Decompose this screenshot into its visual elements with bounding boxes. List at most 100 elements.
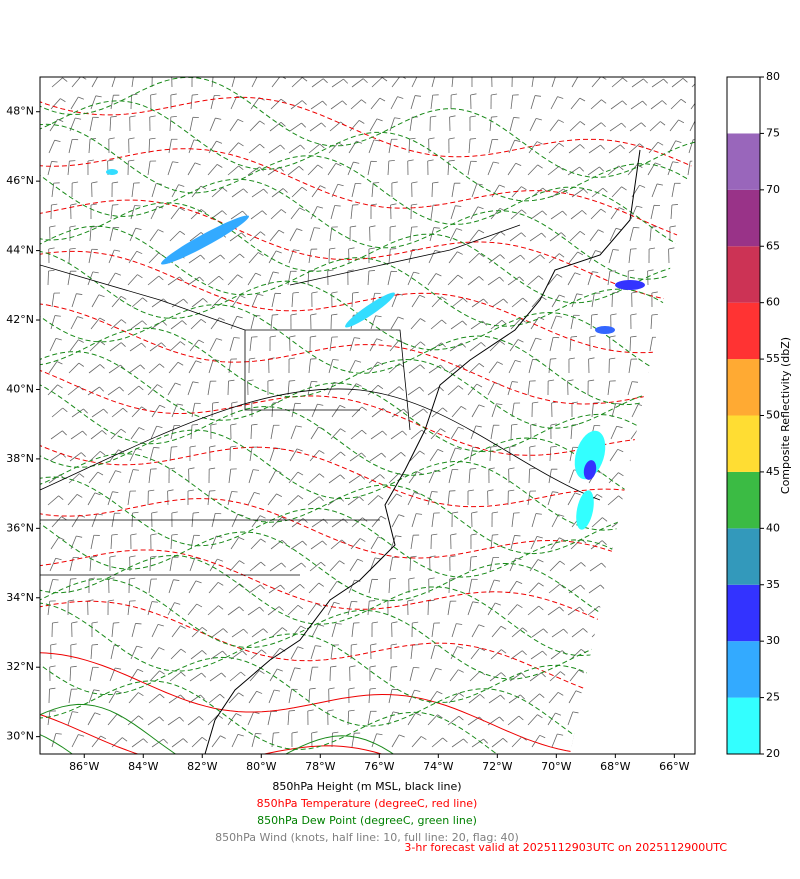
dewpoint-contour: [30, 101, 702, 201]
wind-barb: [308, 604, 316, 615]
wind-barb: [471, 207, 478, 219]
wind-barb: [92, 409, 104, 417]
wind-barb-tick: [164, 739, 168, 743]
wind-barb-tick: [551, 424, 557, 425]
wind-barb-tick: [494, 580, 500, 581]
wind-barb-tick: [479, 625, 485, 627]
wind-barb-tick: [55, 316, 61, 317]
wind-barb-tick: [263, 629, 267, 633]
wind-barb: [232, 629, 244, 637]
wind-barb: [90, 451, 100, 461]
wind-barb: [291, 208, 300, 219]
reflectivity-cell: [342, 289, 397, 331]
wind-barb: [148, 385, 157, 395]
wind-barb-tick: [693, 140, 699, 141]
wind-barb-tick: [601, 123, 605, 127]
wind-barb-tick: [472, 512, 478, 513]
wind-barb-tick: [315, 646, 321, 647]
wind-barb: [109, 250, 114, 263]
wind-barb-tick: [98, 472, 103, 475]
wind-barb-tick: [433, 182, 439, 183]
wind-barb-tick: [471, 556, 477, 557]
wind-barb-tick: [175, 383, 181, 385]
wind-barb: [108, 273, 115, 285]
wind-barb-tick: [430, 116, 436, 117]
wind-barb: [269, 585, 281, 593]
wind-barb: [572, 628, 583, 637]
wind-barb: [472, 184, 477, 197]
wind-barb-tick: [514, 117, 520, 118]
colorbar-tick-label: 75: [766, 126, 780, 139]
wind-barb: [530, 338, 536, 351]
wind-barb-tick: [100, 318, 105, 321]
wind-barb-tick: [53, 579, 59, 580]
wind-barb: [172, 739, 183, 747]
wind-barb-tick: [521, 187, 526, 190]
wind-barb-tick: [578, 252, 583, 255]
wind-barb: [468, 602, 473, 615]
wind-barb: [269, 145, 280, 153]
wind-barb-tick: [321, 562, 326, 566]
wind-barb: [409, 139, 410, 153]
wind-barb: [71, 317, 77, 329]
wind-barb-tick: [239, 693, 244, 696]
wind-barb: [470, 447, 473, 461]
wind-barb-tick: [421, 736, 426, 739]
wind-barb-tick: [323, 79, 327, 83]
wind-barb: [112, 623, 113, 637]
wind-barb-tick: [312, 732, 318, 733]
wind-barb: [189, 140, 194, 153]
wind-barb-tick: [683, 78, 687, 82]
wind-barb: [329, 475, 340, 483]
wind-barb: [330, 337, 332, 351]
wind-barb: [68, 161, 69, 175]
wind-barb: [689, 140, 693, 153]
wind-barb: [131, 646, 137, 659]
wind-barb-tick: [470, 116, 476, 117]
wind-barb: [169, 139, 171, 153]
wind-barb: [348, 601, 351, 615]
wind-barb: [409, 365, 420, 373]
wind-barb-tick: [331, 314, 337, 315]
wind-barb-tick: [588, 380, 594, 381]
wind-barb: [250, 447, 252, 461]
wind-barb-tick: [273, 272, 279, 273]
wind-barb-tick: [60, 99, 65, 102]
wind-barb: [432, 73, 436, 87]
wind-barb: [290, 668, 295, 681]
wind-barb-tick: [137, 251, 143, 253]
wind-barb-tick: [618, 449, 623, 451]
wind-barb-tick: [172, 512, 178, 513]
wind-barb-tick: [100, 451, 105, 455]
wind-barb-tick: [282, 628, 287, 632]
wind-barb: [432, 183, 433, 197]
wind-barb-tick: [79, 386, 84, 390]
wind-barb: [190, 117, 193, 131]
wind-barb-tick: [55, 140, 61, 141]
wind-barb: [448, 386, 458, 395]
wind-barb-tick: [512, 424, 518, 425]
wind-barb: [389, 249, 390, 263]
wind-barb: [271, 425, 274, 439]
wind-barb: [149, 139, 150, 153]
wind-barb-tick: [300, 584, 304, 588]
reflectivity-cell: [106, 169, 118, 175]
wind-barb-tick: [216, 339, 222, 341]
wind-barb: [392, 735, 399, 747]
wind-barb: [48, 385, 58, 395]
wind-barb-tick: [180, 626, 185, 629]
wind-barb: [390, 452, 401, 461]
wind-barb: [310, 450, 319, 461]
wind-barb-tick: [450, 556, 456, 557]
wind-barb: [350, 338, 354, 351]
wind-barb-tick: [391, 667, 397, 668]
wind-barb-tick: [139, 386, 144, 390]
wind-barb-tick: [239, 166, 244, 170]
wind-barb-tick: [289, 710, 295, 711]
wind-barb-tick: [133, 512, 139, 513]
wind-barb: [312, 625, 318, 637]
wind-barb: [552, 629, 564, 637]
wind-barb: [91, 96, 96, 109]
wind-barb-tick: [220, 694, 225, 698]
wind-barb: [449, 579, 450, 593]
